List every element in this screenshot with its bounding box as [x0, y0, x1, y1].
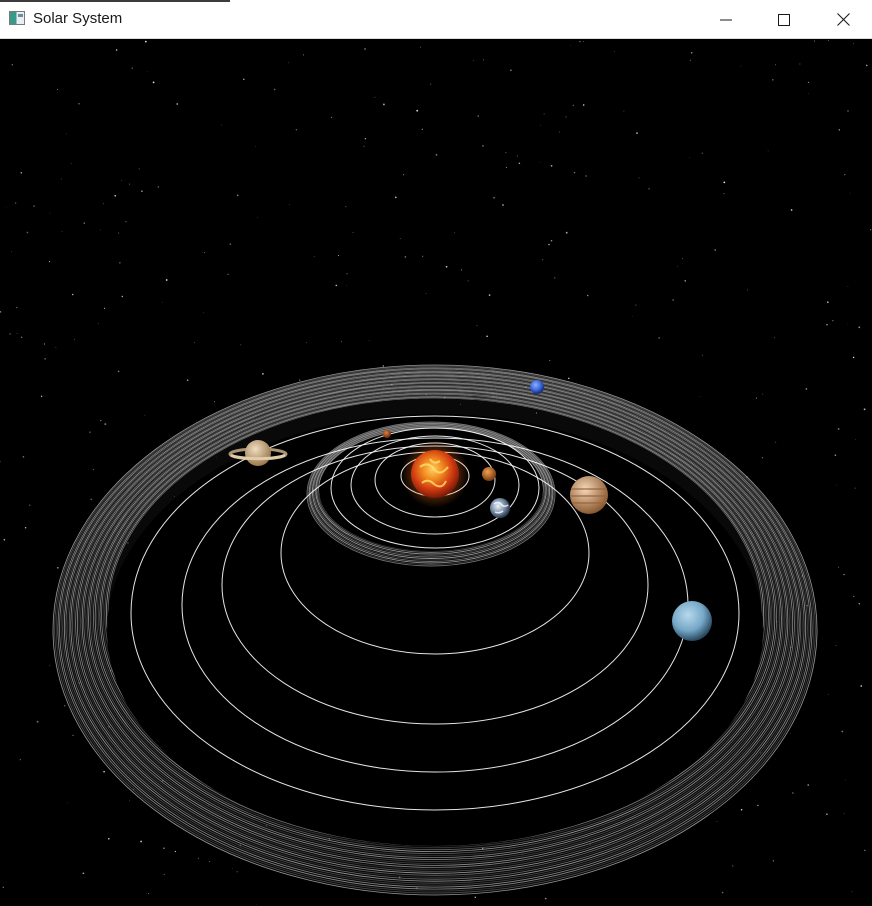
venus-icon [482, 467, 496, 481]
outer-belt [52, 364, 818, 896]
title-bar-accent [0, 0, 230, 2]
render-viewport[interactable] [0, 39, 872, 906]
minimize-button[interactable] [697, 0, 755, 39]
minimize-icon [720, 19, 732, 20]
orbit-line [130, 415, 740, 811]
jupiter[interactable] [570, 476, 608, 514]
maximize-button[interactable] [755, 0, 813, 39]
title-bar[interactable]: Solar System [0, 0, 872, 39]
neptune-icon [530, 380, 544, 394]
sun-icon [411, 450, 459, 498]
venus[interactable] [482, 467, 496, 481]
earth[interactable] [490, 498, 510, 518]
app-icon [9, 11, 25, 25]
maximize-icon [778, 13, 790, 26]
saturn-icon [245, 440, 271, 466]
uranus[interactable] [672, 601, 712, 641]
saturn[interactable] [228, 440, 288, 466]
solar-system-scene [0, 39, 872, 906]
orbit-line [350, 435, 520, 535]
close-button[interactable] [814, 0, 872, 39]
outer-belt-inner [107, 414, 763, 846]
uranus-icon [672, 601, 712, 641]
mercury-icon [383, 430, 391, 438]
orbit-line [330, 427, 540, 549]
mercury[interactable] [383, 430, 391, 438]
window-title: Solar System [33, 10, 123, 27]
earth-icon [490, 498, 510, 518]
neptune[interactable] [530, 380, 544, 394]
sun[interactable] [401, 440, 469, 508]
close-icon [836, 13, 850, 26]
